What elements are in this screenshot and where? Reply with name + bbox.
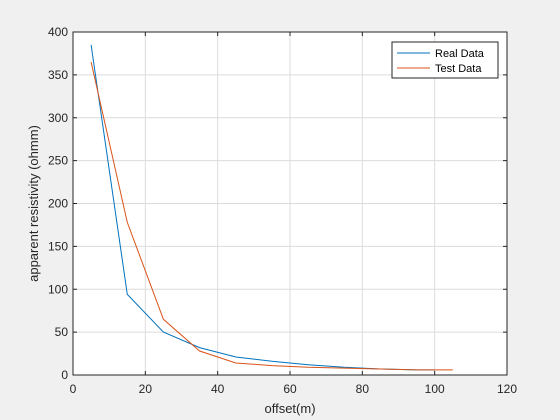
- y-axis-label: apparent resistivity (ohmm): [26, 125, 41, 282]
- x-axis-label: offset(m): [264, 401, 315, 416]
- axis-ticks: 0 20 40 60 80 100 120 0 50 100 150 200 250 300 350 400: [48, 25, 517, 396]
- x-tick-label: 100: [425, 382, 445, 396]
- x-tick-label: 120: [497, 382, 517, 396]
- y-tick-label: 400: [48, 25, 68, 39]
- y-tick-label: 0: [61, 368, 68, 382]
- legend-label: Test Data: [435, 63, 482, 75]
- x-tick-label: 60: [283, 382, 297, 396]
- x-tick-label: 20: [139, 382, 153, 396]
- series-lines: [90, 44, 453, 371]
- grid: [73, 32, 507, 375]
- legend-label: Real Data: [435, 48, 485, 60]
- x-tick-label: 80: [356, 382, 370, 396]
- x-tick-label: 40: [211, 382, 225, 396]
- y-tick-label: 150: [48, 239, 68, 253]
- y-tick-label: 100: [48, 282, 68, 296]
- y-tick-label: 50: [55, 325, 69, 339]
- legend-box: [391, 41, 499, 79]
- y-tick-label: 300: [48, 111, 68, 125]
- y-tick-label: 250: [48, 154, 68, 168]
- x-tick-label: 0: [70, 382, 77, 396]
- legend: Real Data Test Data: [391, 41, 499, 79]
- series-line-1: [90, 61, 453, 371]
- y-tick-label: 200: [48, 197, 68, 211]
- y-tick-label: 350: [48, 68, 68, 82]
